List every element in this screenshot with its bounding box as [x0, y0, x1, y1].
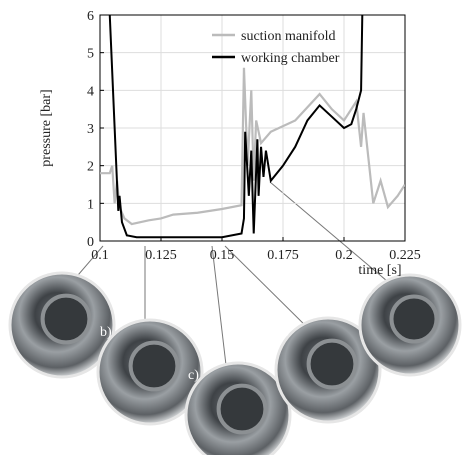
- photo-lens: [389, 294, 439, 344]
- photo-label: c): [188, 368, 199, 383]
- y-tick-label: 1: [87, 197, 94, 212]
- photos: a) b) c) d) e): [8, 271, 462, 460]
- photo-lens: [216, 383, 268, 435]
- y-tick-label: 6: [87, 9, 94, 24]
- legend-label: suction manifold: [241, 29, 336, 44]
- y-tick-label: 5: [87, 47, 94, 62]
- x-axis-label: time [s]: [358, 263, 401, 278]
- x-tick-label: 0.225: [389, 248, 421, 263]
- photo-label: a): [12, 278, 23, 293]
- y-tick-label: 0: [87, 235, 94, 250]
- photo-lens: [40, 293, 92, 345]
- photo-label: d): [278, 323, 290, 338]
- x-tick-label: 0.2: [335, 248, 353, 263]
- y-tick-label: 4: [87, 84, 94, 99]
- photo-lens: [306, 338, 358, 390]
- photo-label: b): [100, 325, 112, 340]
- photo-label: e): [362, 280, 373, 295]
- x-tick-label: 0.1: [91, 248, 109, 263]
- legend-label: working chamber: [241, 51, 340, 66]
- x-tick-label: 0.175: [267, 248, 299, 263]
- x-tick-label: 0.125: [145, 248, 177, 263]
- y-tick-label: 2: [87, 160, 94, 175]
- photo-lens: [128, 340, 180, 392]
- x-tick-label: 0.15: [210, 248, 235, 263]
- y-axis-label: pressure [bar]: [39, 89, 54, 166]
- line-series: [108, 15, 364, 239]
- y-tick-label: 3: [87, 122, 94, 137]
